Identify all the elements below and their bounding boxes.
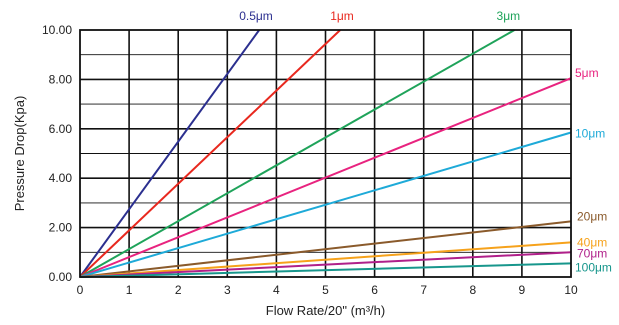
y-tick-label: 8.00 [49, 72, 73, 86]
series-lines [79, 29, 572, 278]
series-label: 20μm [577, 209, 607, 223]
y-axis-title: Pressure Drop(Kpa) [12, 96, 27, 212]
x-tick-label: 7 [420, 283, 427, 297]
series-label: 5μm [575, 66, 599, 80]
series-line [79, 241, 572, 278]
x-tick-label: 3 [224, 283, 231, 297]
y-tick-label: 4.00 [49, 171, 73, 185]
series-line [79, 262, 572, 278]
y-tick-label: 10.00 [42, 23, 72, 37]
axes: 0 1 2 3 4 5 6 7 8 9 10 0.00 2.00 4.00 6.00 8.00 10.00 [42, 23, 578, 297]
series-line [79, 131, 572, 278]
y-tick-label: 0.00 [49, 270, 73, 284]
x-tick-label: 6 [371, 283, 378, 297]
series-label: 1μm [330, 9, 354, 23]
series-label: 70μm [577, 246, 607, 260]
x-tick-label: 9 [519, 283, 526, 297]
series-line [79, 251, 572, 278]
series-label: 0.5μm [239, 9, 273, 23]
x-tick-label: 0 [77, 283, 84, 297]
series-line [79, 220, 572, 278]
x-tick-label: 5 [322, 283, 329, 297]
series-line [79, 77, 572, 278]
x-tick-label: 4 [273, 283, 280, 297]
series-label: 100μm [575, 260, 612, 274]
series-line [79, 29, 515, 278]
series-line [79, 29, 261, 278]
series-label: 3μm [497, 9, 521, 23]
series-label: 10μm [575, 127, 605, 141]
x-tick-label: 1 [126, 283, 133, 297]
x-axis-title: Flow Rate/20" (m³/h) [266, 303, 385, 318]
series-label: 40μm [577, 235, 607, 249]
x-tick-label: 8 [469, 283, 476, 297]
x-tick-label: 10 [564, 283, 578, 297]
y-tick-label: 2.00 [49, 221, 73, 235]
x-tick-label: 2 [175, 283, 182, 297]
series-line [79, 29, 341, 278]
y-tick-label: 6.00 [49, 122, 73, 136]
plot-frame [79, 29, 572, 278]
